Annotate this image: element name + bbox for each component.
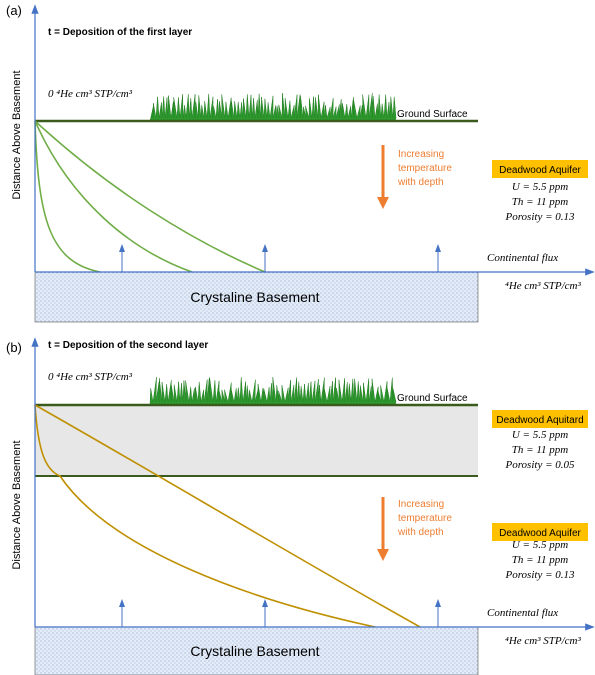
temperature-note: Increasing [398,499,444,510]
x-axis-label: ⁴He cm³ STP/cm³ [505,280,581,292]
panel-title: t = Deposition of the first layer [48,27,192,38]
unit-property: U = 5.5 ppm [512,539,568,551]
unit-property: U = 5.5 ppm [512,429,568,441]
panel-label: (a) [6,3,22,18]
unit-property: Porosity = 0.13 [504,211,575,223]
grass [149,93,397,122]
basement [34,271,479,323]
unit-property: Th = 11 ppm [512,554,568,566]
panel-title: t = Deposition of the second layer [48,340,208,351]
unit-property: Porosity = 0.05 [504,459,575,471]
temperature-note: with depth [397,177,444,188]
unit-box [492,160,588,178]
y-axis-label: Distance Above Basement [11,440,23,569]
ground-label: Ground Surface [397,393,468,404]
y-axis-label: Distance Above Basement [11,70,23,199]
grass [149,377,397,406]
temperature-note: with depth [397,527,444,538]
origin-label: 0 ⁴He cm³ STP/cm³ [48,371,133,383]
origin-label: 0 ⁴He cm³ STP/cm³ [48,88,133,100]
ground-label: Ground Surface [397,109,468,120]
temperature-note: temperature [398,163,452,174]
concentration-profile [34,404,421,628]
basement [34,626,479,675]
unit-name: Deadwood Aquitard [496,415,583,426]
unit-property: Porosity = 0.13 [504,569,575,581]
unit-name: Deadwood Aquifer [499,165,581,176]
unit-name: Deadwood Aquifer [499,528,581,539]
basement-label: Crystaline Basement [190,289,319,305]
flux-label: Continental flux [487,252,558,264]
concentration-profile [34,404,376,628]
unit-property: Th = 11 ppm [512,444,568,456]
concentration-profile [34,120,101,273]
temperature-note: Increasing [398,149,444,160]
unit-box [492,410,588,428]
unit-property: U = 5.5 ppm [512,181,568,193]
unit-box [492,523,588,541]
temperature-note: temperature [398,513,452,524]
aquitard-layer [35,405,478,476]
panel-label: (b) [6,340,22,355]
flux-label: Continental flux [487,607,558,619]
concentration-profile [34,120,193,273]
concentration-profile [34,120,266,273]
unit-property: Th = 11 ppm [512,196,568,208]
x-axis-label: ⁴He cm³ STP/cm³ [505,635,581,647]
basement-label: Crystaline Basement [190,643,319,659]
